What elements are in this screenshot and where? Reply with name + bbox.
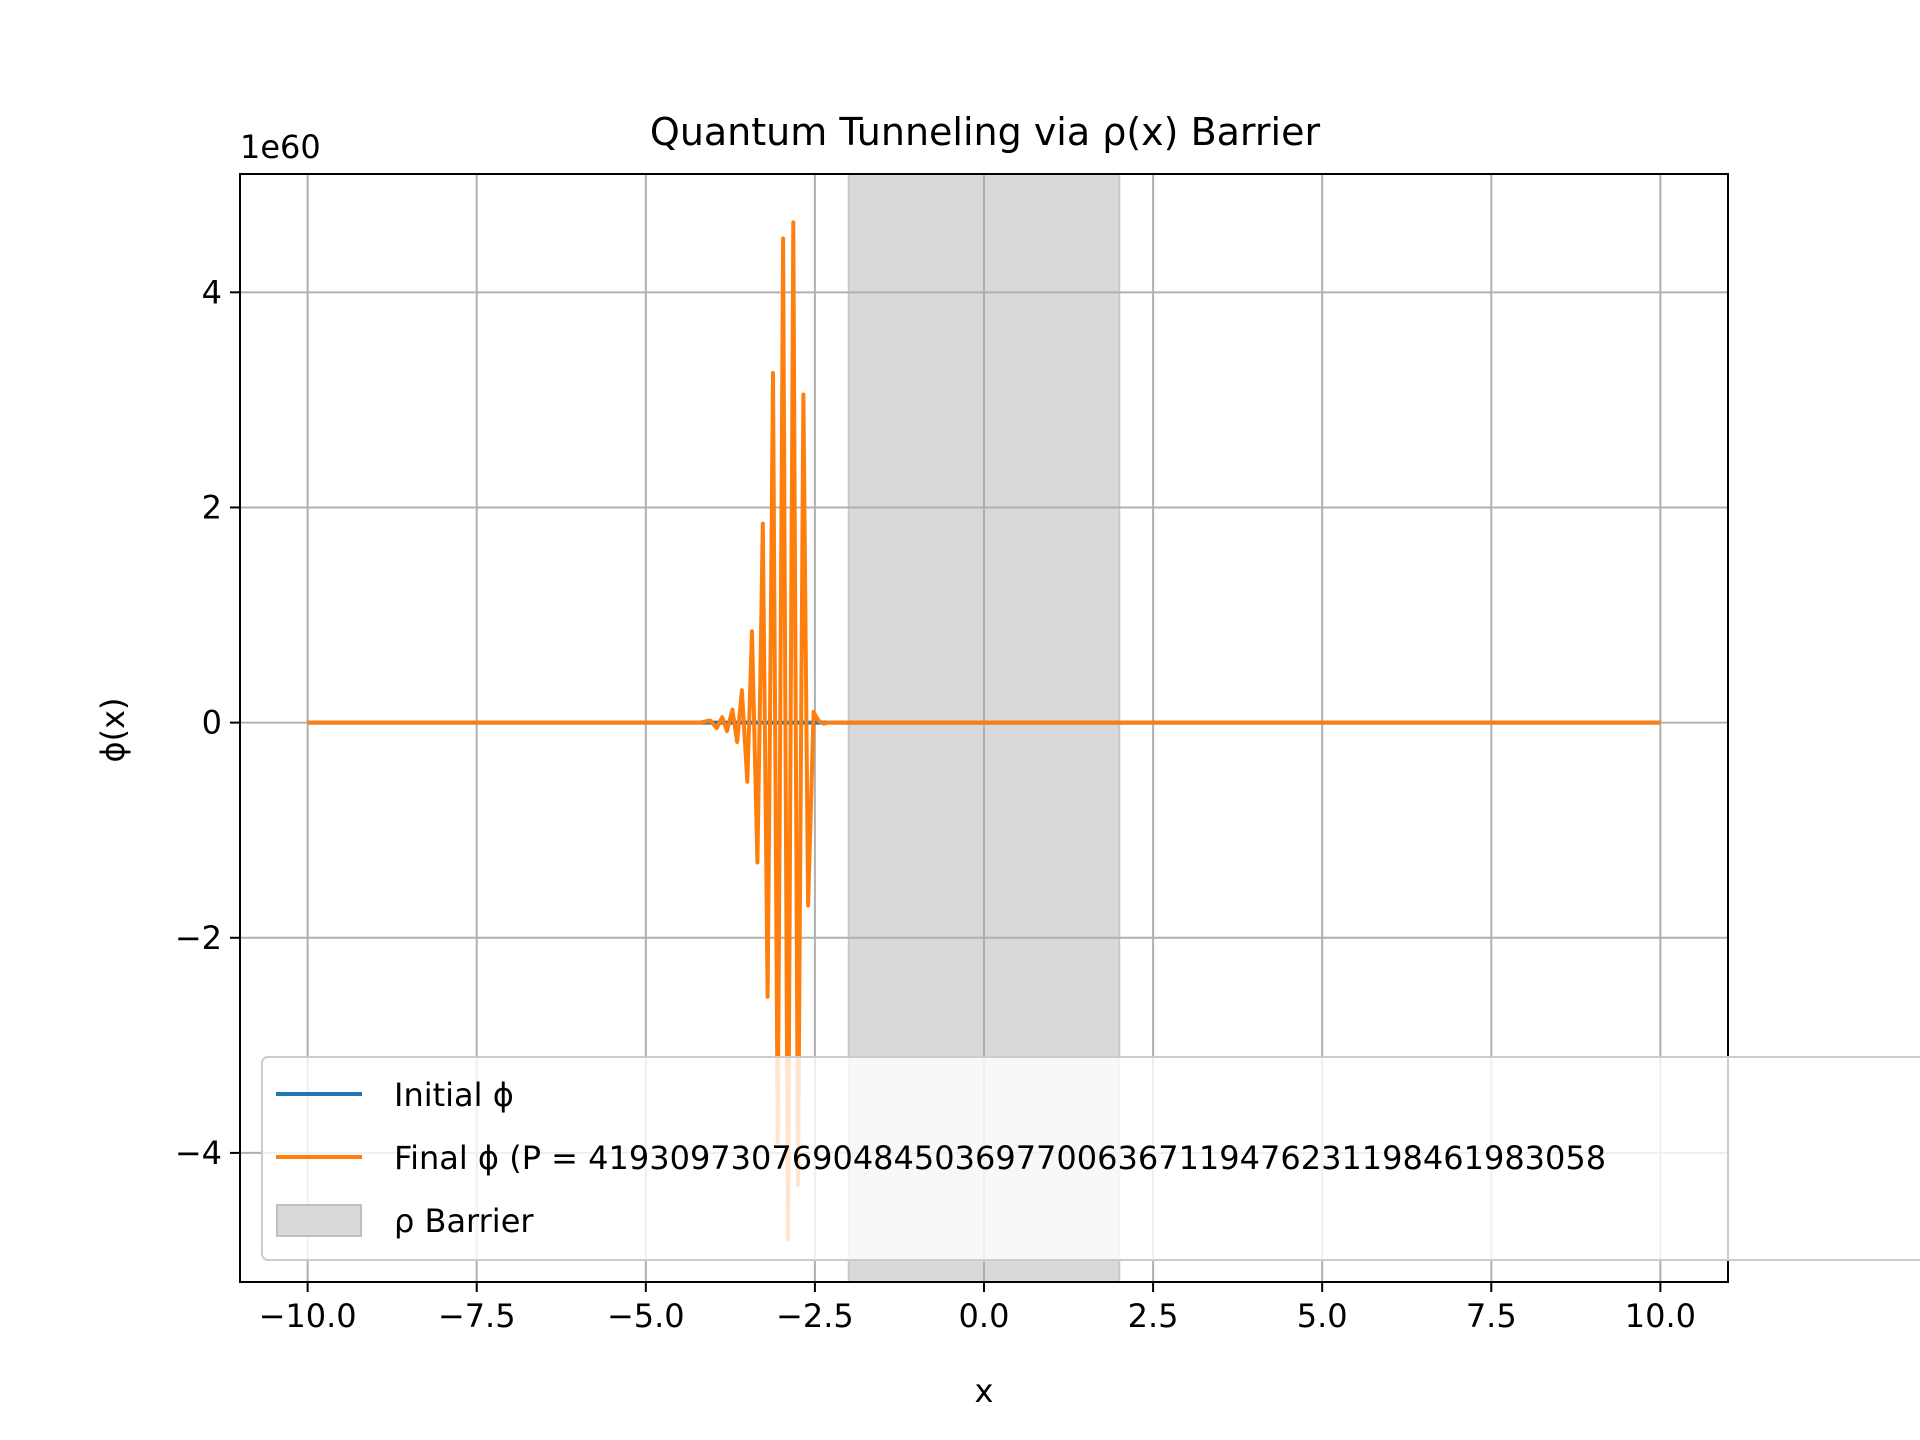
x-tick-label: −2.5 bbox=[776, 1297, 854, 1335]
x-axis-label: x bbox=[975, 1372, 994, 1410]
x-tick-label: −10.0 bbox=[259, 1297, 357, 1335]
x-tick-label: 5.0 bbox=[1297, 1297, 1348, 1335]
legend-label-initial: Initial ϕ bbox=[394, 1076, 514, 1114]
legend: Initial ϕ Final ϕ (P = 41930973076904845… bbox=[261, 1056, 1920, 1261]
chart-title: Quantum Tunneling via ρ(x) Barrier bbox=[650, 110, 1321, 154]
legend-box bbox=[261, 1056, 1920, 1261]
legend-swatch-barrier bbox=[276, 1204, 362, 1237]
legend-label-final: Final ϕ (P = 419309730769048450369770063… bbox=[394, 1139, 1606, 1177]
x-tick-label: −7.5 bbox=[438, 1297, 516, 1335]
x-tick-label: 7.5 bbox=[1466, 1297, 1517, 1335]
y-tick-label: 2 bbox=[202, 488, 222, 526]
y-tick-label: −2 bbox=[175, 919, 222, 957]
legend-label-barrier: ρ Barrier bbox=[394, 1202, 534, 1240]
y-axis-label: ϕ(x) bbox=[94, 697, 132, 762]
x-tick-label: 2.5 bbox=[1128, 1297, 1179, 1335]
y-offset-label: 1e60 bbox=[240, 128, 321, 166]
y-tick-label: 0 bbox=[202, 704, 222, 742]
y-tick-label: 4 bbox=[202, 273, 222, 311]
y-tick-label: −4 bbox=[175, 1134, 222, 1172]
x-tick-label: −5.0 bbox=[607, 1297, 685, 1335]
x-tick-label: 10.0 bbox=[1625, 1297, 1696, 1335]
x-tick-label: 0.0 bbox=[959, 1297, 1010, 1335]
